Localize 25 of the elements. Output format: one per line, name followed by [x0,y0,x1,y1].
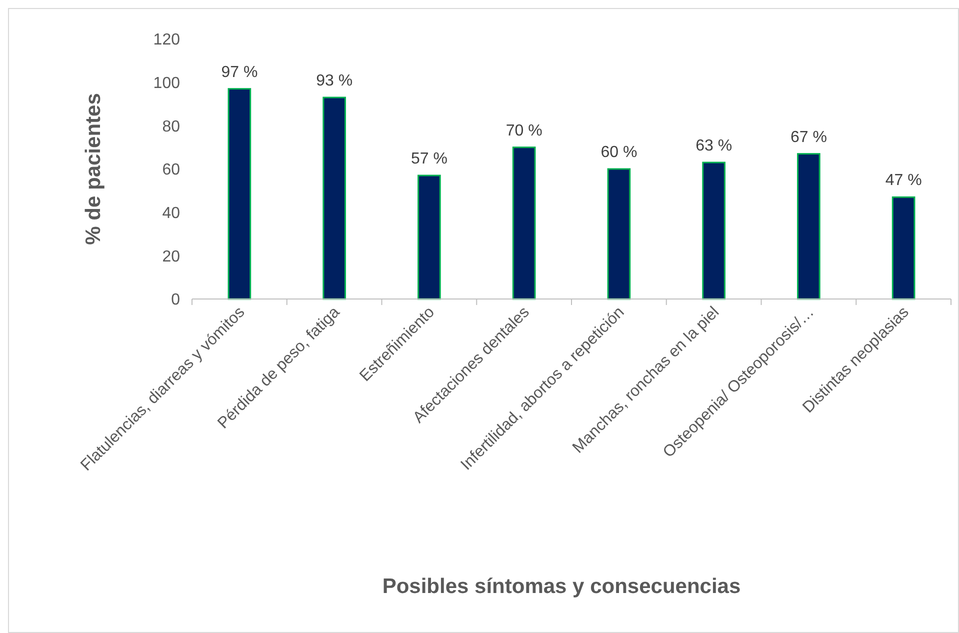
data-label: 47 % [885,172,922,190]
bar [228,88,252,300]
data-label: 60 % [600,144,638,161]
data-label: 57 % [410,150,448,168]
y-tick-label: 100 [153,74,180,92]
y-tick-label: 20 [162,248,180,266]
y-tick-label: 60 [162,162,180,179]
bar [702,162,726,300]
data-label: 70 % [506,122,542,140]
bar [418,174,441,300]
bar [797,153,820,300]
y-axis-title: % de pacientes [82,93,105,245]
y-tick-label: 0 [171,292,180,309]
y-tick-label: 120 [153,32,180,49]
bar [892,196,916,300]
data-label: 63 % [696,138,732,154]
x-axis-title: Posibles síntomas y consecuencias [382,575,741,598]
data-label: 97 % [221,64,258,81]
y-tick-label: 40 [162,204,180,222]
bar [322,96,346,300]
y-tick-label: 80 [162,118,180,136]
bar [607,168,631,300]
data-label: 93 % [316,72,353,90]
data-label: 67 % [790,128,827,146]
bar [512,146,536,300]
